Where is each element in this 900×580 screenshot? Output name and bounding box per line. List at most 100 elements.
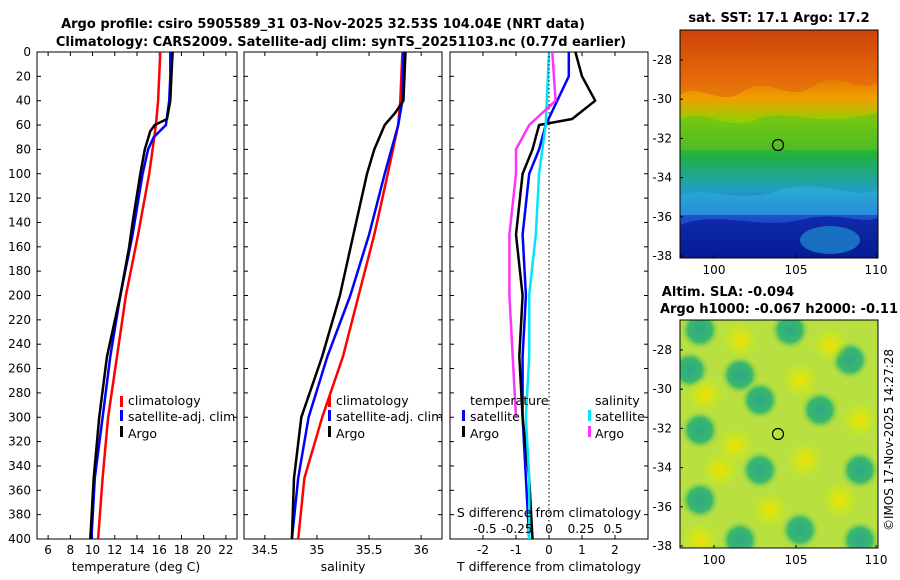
series-line-argo <box>290 51 407 540</box>
x-tick-label: 34.5 <box>251 543 278 557</box>
x-tick-label: 20 <box>196 543 211 557</box>
data-series <box>89 51 597 540</box>
legend-label-satellite: satellite-adj. clim <box>336 409 443 424</box>
map-lat-tick-label: -28 <box>652 53 672 67</box>
depth-tick-label: 200 <box>8 289 31 303</box>
sla-low-eddy <box>770 320 810 350</box>
legend-label-satellite: satellite-adj. clim <box>128 409 235 424</box>
depth-tick-label: 380 <box>8 508 31 522</box>
legend-swatch-climatology <box>120 396 123 407</box>
sst-argo-marker <box>771 138 785 152</box>
sst-warm-region <box>680 30 878 98</box>
depth-tick-label: 140 <box>8 215 31 229</box>
x-tick-label: 12 <box>107 543 122 557</box>
depth-tick-label: 180 <box>8 264 31 278</box>
x-tick-label: 0 <box>545 543 553 557</box>
temperature-xlabel: temperature (deg C) <box>72 559 201 574</box>
depth-tick-label: 360 <box>8 483 31 497</box>
sla-high-eddy <box>842 402 878 438</box>
x-tick-label: 1 <box>578 543 586 557</box>
x-tick-labels: 6 8 10 12 14 16 18 20 22 34.5 35 35.5 36 -2 -1 0 1 2 <box>44 543 619 557</box>
x-tick-label: 8 <box>67 543 75 557</box>
x-tick-label: 14 <box>129 543 144 557</box>
sla-high-eddy <box>782 362 818 398</box>
map-lat-tick-label: -28 <box>652 343 672 357</box>
legend-swatch-argo <box>120 426 123 437</box>
legend-swatch-satellite <box>328 410 331 421</box>
map-lon-tick-label: 100 <box>703 263 726 277</box>
sst-map-ticks: 100 105 110 -28 -30 -32 -34 -36 -38 <box>652 53 887 277</box>
sla-low-eddy <box>680 480 720 520</box>
map-lon-tick-label: 110 <box>865 553 888 567</box>
sla-low-eddy <box>680 320 720 350</box>
sla-low-eddy <box>680 410 720 450</box>
map-lat-tick-label: -36 <box>652 210 672 224</box>
map-lat-tick-label: -30 <box>652 382 672 396</box>
depth-tick-label: 340 <box>8 459 31 473</box>
map-lat-tick-label: -36 <box>652 500 672 514</box>
sla-map-ticks: 100 105 110 -28 -30 -32 -34 -36 -38 <box>652 343 887 567</box>
sst-green-region <box>680 112 878 150</box>
series-line-climatology <box>96 51 162 540</box>
x-tick-label: 16 <box>152 543 167 557</box>
legend-swatch-s-satellite <box>588 410 591 421</box>
s-difference-tick-label: 0.5 <box>603 522 622 536</box>
legend-label-argo: Argo <box>128 426 157 441</box>
legend-label-s-satellite: satellite <box>595 409 645 424</box>
difference-xlabel: T difference from climatology <box>456 559 642 574</box>
title-line-2: Climatology: CARS2009. Satellite-adj cli… <box>56 35 626 50</box>
x-tick-label: -2 <box>477 543 489 557</box>
x-tick-label: 10 <box>85 543 100 557</box>
depth-tick-label: 280 <box>8 386 31 400</box>
depth-tick-label: 60 <box>16 118 31 132</box>
depth-tick-label: 120 <box>8 191 31 205</box>
sst-map <box>680 30 878 258</box>
legend-title-temperature: temperature <box>470 393 549 408</box>
sst-cyan-region <box>680 186 878 215</box>
map-lat-tick-label: -38 <box>652 539 672 553</box>
sla-low-eddy <box>780 510 820 548</box>
sst-map-title: sat. SST: 17.1 Argo: 17.2 <box>688 11 869 26</box>
legend-label-argo: Argo <box>336 426 365 441</box>
map-lon-tick-label: 105 <box>785 263 808 277</box>
legend-label-climatology: climatology <box>336 393 409 408</box>
sla-high-eddy <box>752 492 788 528</box>
map-lat-tick-label: -38 <box>652 249 672 263</box>
depth-tick-label: 40 <box>16 94 31 108</box>
s-difference-tick-label: 0 <box>545 522 553 536</box>
series-line-argo <box>89 51 174 540</box>
legend-swatch-t-argo <box>462 426 465 437</box>
depth-tick-label: 20 <box>16 69 31 83</box>
legend-swatch-s-argo <box>588 426 591 437</box>
sla-low-eddy <box>720 520 760 548</box>
x-tick-label: 18 <box>174 543 189 557</box>
sla-high-eddy <box>682 522 718 548</box>
legend-swatch-argo <box>328 426 331 437</box>
map-lon-tick-label: 100 <box>703 553 726 567</box>
depth-tick-label: 400 <box>8 532 31 546</box>
depth-tick-label: 100 <box>8 167 31 181</box>
map-lat-tick-label: -34 <box>652 171 672 185</box>
depth-tick-label: 260 <box>8 362 31 376</box>
map-lat-tick-label: -32 <box>652 131 672 145</box>
x-tick-label: 6 <box>44 543 52 557</box>
sst-cold-eddy <box>800 226 860 254</box>
x-tick-label: -1 <box>510 543 522 557</box>
x-tick-label: 2 <box>611 543 619 557</box>
depth-tick-label: 160 <box>8 240 31 254</box>
depth-axis: 0 20 40 60 80 100 120 140 160 180 200 220 240 260 280 3… <box>8 45 31 546</box>
series-line-temperature-argo <box>514 51 597 540</box>
s-difference-ticks: -0.5 -0.25 0 0.25 0.5 <box>473 522 622 536</box>
sla-high-eddy <box>722 322 758 358</box>
sla-low-eddy <box>840 520 878 548</box>
sla-map-title: Altim. SLA: -0.094 <box>662 285 794 300</box>
x-tick-label: 22 <box>218 543 233 557</box>
sla-argo-marker <box>771 427 785 441</box>
sla-eddies <box>680 320 878 548</box>
depth-tick-label: 80 <box>16 142 31 156</box>
temperature-legend: climatology satellite-adj. clim Argo <box>120 393 235 441</box>
salinity-axes <box>243 51 443 540</box>
sla-map-subtitle: Argo h1000: -0.067 h2000: -0.11 <box>660 302 898 317</box>
sla-high-eddy <box>787 442 823 478</box>
sla-low-eddy <box>740 450 780 490</box>
